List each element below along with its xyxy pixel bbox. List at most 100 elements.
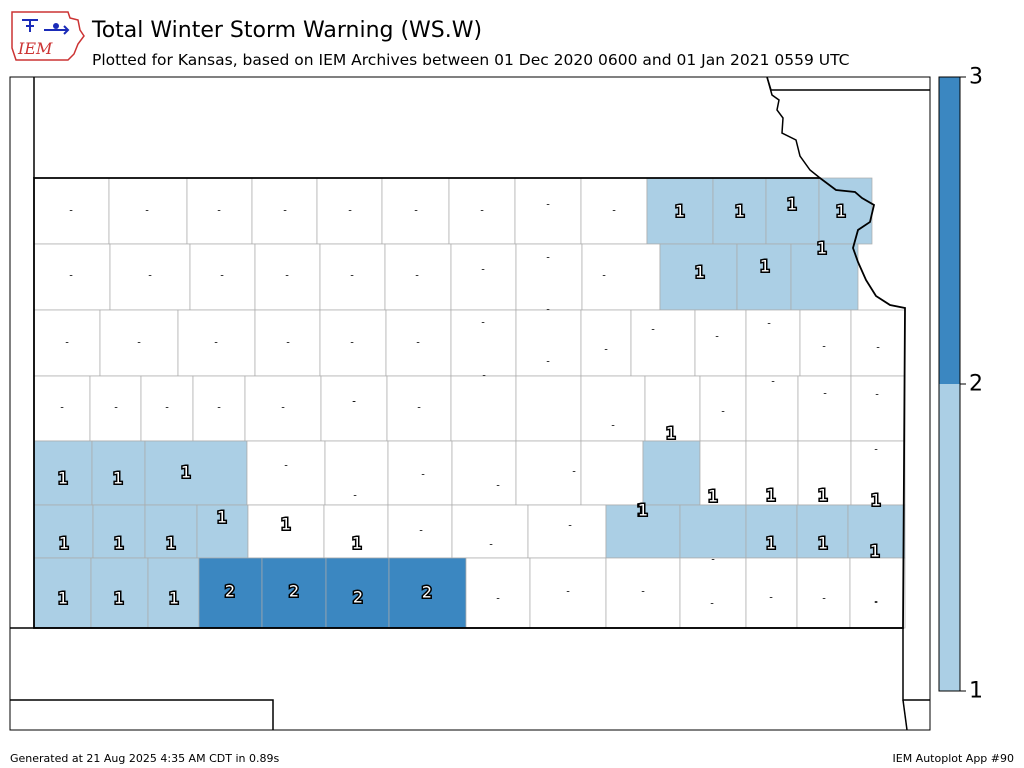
county-value-label: - (715, 332, 719, 343)
county-value-label: - (823, 389, 827, 400)
county-value-label: - (612, 206, 616, 217)
county-cell (451, 440, 517, 506)
county-value-label: 2 (422, 583, 432, 602)
county-value-label: 1 (870, 542, 880, 561)
county-value-label: - (711, 555, 715, 566)
county-value-label: - (641, 587, 645, 598)
county-value-label: - (489, 540, 493, 551)
county-cell (450, 243, 517, 311)
county-value-label: - (546, 357, 550, 368)
county-cell (605, 557, 681, 629)
map-subtitle: Plotted for Kansas, based on IEM Archive… (92, 51, 850, 69)
county-value-label: 1 (166, 534, 176, 553)
county-cell (745, 504, 798, 559)
county-value-label: - (874, 445, 878, 456)
county-cell (699, 375, 747, 442)
county-cell (147, 557, 200, 629)
county-value-label: 1 (766, 486, 776, 505)
county-cell (630, 309, 696, 377)
county-value-label: 1 (760, 257, 770, 276)
county-value-label: 1 (59, 534, 69, 553)
county-value-label: - (651, 325, 655, 336)
county-value-label: 1 (113, 469, 123, 488)
county-cell (679, 557, 747, 629)
county-value-label: - (352, 397, 356, 408)
county-value-label: 1 (666, 424, 676, 443)
county-value-label: 1 (836, 202, 846, 221)
county-value-label: - (767, 319, 771, 330)
colorbar-tick-label: 1 (969, 679, 983, 704)
county-cell (451, 504, 529, 559)
county-cell (646, 177, 714, 245)
county-value-label: - (710, 599, 714, 610)
county-value-label: 1 (114, 534, 124, 553)
county-cell (515, 440, 582, 506)
county-value-label: - (566, 587, 570, 598)
county-cell (388, 557, 467, 629)
county-value-label: 1 (695, 263, 705, 282)
county-cell (515, 375, 582, 442)
county-value-label: 1 (871, 491, 881, 510)
county-cell (580, 309, 632, 377)
county-cell (254, 243, 321, 311)
county-value-label: - (568, 521, 572, 532)
county-value-label: 1 (637, 501, 647, 520)
county-value-label: - (481, 265, 485, 276)
county-value-label: - (572, 467, 576, 478)
county-cell (144, 504, 198, 559)
county-value-label: 1 (708, 487, 718, 506)
county-value-label: - (416, 338, 420, 349)
county-cell (850, 309, 906, 377)
county-value-label: - (481, 318, 485, 329)
colorbar-tick-label: 3 (969, 65, 983, 90)
county-value-label: 1 (817, 239, 827, 258)
county-cell (89, 375, 142, 442)
county-cell (33, 243, 111, 311)
county-cell (33, 309, 101, 377)
county-value-label: - (114, 403, 118, 414)
county-cell (186, 177, 253, 245)
county-value-label: - (148, 271, 152, 282)
county-value-label: - (604, 345, 608, 356)
county-value-label: 1 (114, 589, 124, 608)
county-cell (679, 504, 747, 559)
county-value-label: - (284, 461, 288, 472)
county-cell (198, 557, 263, 629)
colorbar: 1 2 3 (938, 65, 983, 704)
county-value-label: - (874, 598, 878, 609)
county-cell (699, 440, 747, 506)
county-value-label: - (874, 597, 878, 608)
county-cell (33, 177, 110, 245)
county-value-label: - (283, 206, 287, 217)
county-value-label: 2 (289, 582, 299, 601)
county-cell (850, 440, 906, 506)
county-cell (33, 375, 91, 442)
county-value-label: - (286, 338, 290, 349)
county-value-label: 1 (766, 534, 776, 553)
county-cell (140, 375, 194, 442)
colorbar-bin (939, 384, 960, 691)
county-cell (745, 440, 799, 506)
county-value-label: - (353, 491, 357, 502)
county-value-label: 2 (225, 582, 235, 601)
county-cell (605, 504, 681, 559)
county-cell (189, 243, 256, 311)
county-cell (515, 309, 582, 377)
county-cell (381, 177, 450, 245)
county-cell (386, 375, 452, 442)
county-value-label: 1 (181, 463, 191, 482)
county-value-label: - (496, 594, 500, 605)
county-value-label: - (69, 271, 73, 282)
county-cell (33, 557, 92, 629)
county-cell (319, 243, 386, 311)
county-value-label: - (220, 271, 224, 282)
county-cell (796, 504, 849, 559)
county-cell (581, 243, 661, 311)
county-cell (90, 557, 149, 629)
county-cell (694, 309, 747, 377)
county-cell (450, 309, 517, 377)
county-cell (387, 440, 453, 506)
county-cell (745, 557, 798, 629)
county-cell (99, 309, 179, 377)
county-value-label: - (217, 206, 221, 217)
